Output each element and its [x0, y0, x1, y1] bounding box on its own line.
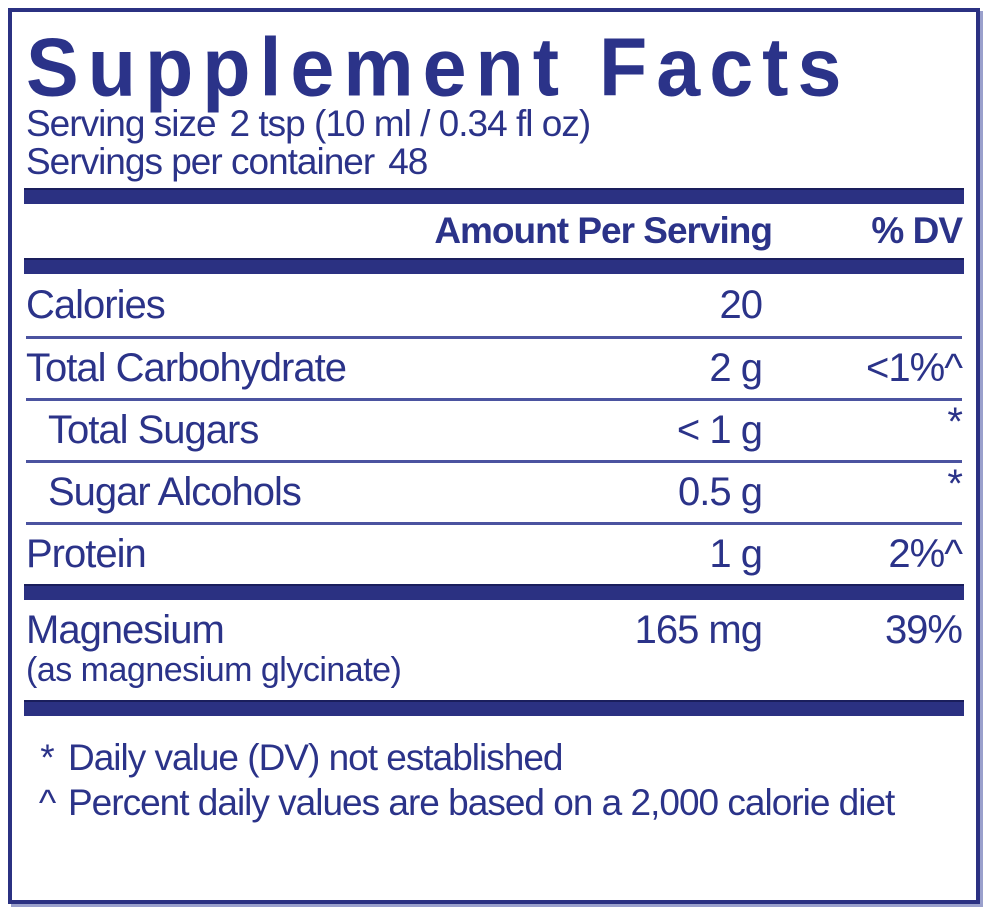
serving-size-label: Serving size: [26, 103, 217, 144]
nutrient-name: Total Sugars: [48, 408, 259, 453]
nutrient-name: Sugar Alcohols: [48, 470, 302, 515]
nutrient-name: Total Carbohydrate: [26, 346, 347, 391]
supplement-facts-panel: Supplement Facts Serving size 2 tsp (10 m…: [8, 8, 980, 904]
nutrient-amount: 0.5 g: [678, 470, 763, 515]
nutrient-name: Magnesium (as magnesium glycinate): [26, 608, 562, 689]
nutrient-name: Protein: [26, 532, 147, 577]
nutrient-amount: 165 mg: [634, 608, 763, 653]
nutrient-dv: 2%^: [888, 532, 963, 577]
serving-size-value: 2 tsp (10 ml / 0.34 fl oz): [229, 103, 592, 144]
thick-rule: [24, 584, 964, 601]
nutrient-dv: <1%^: [866, 346, 963, 391]
footnote-marker: ^: [38, 781, 56, 823]
thick-rule: [24, 258, 964, 275]
nutrient-dv: *: [947, 400, 963, 445]
mineral-name: Magnesium: [26, 608, 225, 653]
nutrient-dv: 39%: [884, 608, 963, 653]
nutrient-row-total-sugars: Total Sugars < 1 g *: [26, 398, 963, 460]
servings-per-container-label: Servings per container: [26, 141, 375, 183]
nutrient-name: Calories: [26, 282, 166, 327]
nutrient-amount: 2 g: [709, 346, 763, 391]
nutrient-amount: 20: [719, 282, 764, 327]
nutrient-amount: < 1 g: [676, 408, 763, 453]
table-header-row: Amount Per Serving % DV: [26, 204, 963, 258]
thick-rule: [24, 700, 964, 717]
footnotes: * Daily value (DV) not established ^ Per…: [26, 736, 962, 825]
nutrient-row-total-carbohydrate: Total Carbohydrate 2 g <1%^: [26, 336, 963, 398]
nutrient-dv: *: [947, 462, 963, 507]
serving-size-line: Serving size 2 tsp (10 ml / 0.34 fl oz): [26, 103, 962, 144]
header-amount-per-serving: Amount Per Serving: [434, 210, 773, 252]
footnote-text: Daily value (DV) not established: [68, 737, 563, 779]
footnote-marker: *: [40, 737, 54, 779]
footnote-dv-not-established: * Daily value (DV) not established: [26, 736, 962, 780]
nutrient-row-sugar-alcohols: Sugar Alcohols 0.5 g *: [26, 460, 963, 522]
thick-rule: [24, 188, 964, 205]
panel-title: Supplement Facts: [26, 20, 851, 114]
footnote-text: Percent daily values are based on a 2,00…: [68, 781, 895, 823]
footnote-percent-daily-values: ^ Percent daily values are based on a 2,…: [26, 781, 962, 825]
nutrient-row-magnesium: Magnesium (as magnesium glycinate) 165 m…: [26, 600, 963, 700]
nutrient-row-protein: Protein 1 g 2%^: [26, 522, 963, 584]
servings-per-container-line: Servings per container 48: [26, 143, 962, 181]
nutrient-row-calories: Calories 20: [26, 274, 962, 336]
servings-per-container-value: 48: [388, 141, 428, 183]
mineral-source: (as magnesium glycinate): [26, 651, 402, 690]
header-percent-dv: % DV: [871, 210, 963, 252]
nutrient-amount: 1 g: [709, 532, 763, 577]
